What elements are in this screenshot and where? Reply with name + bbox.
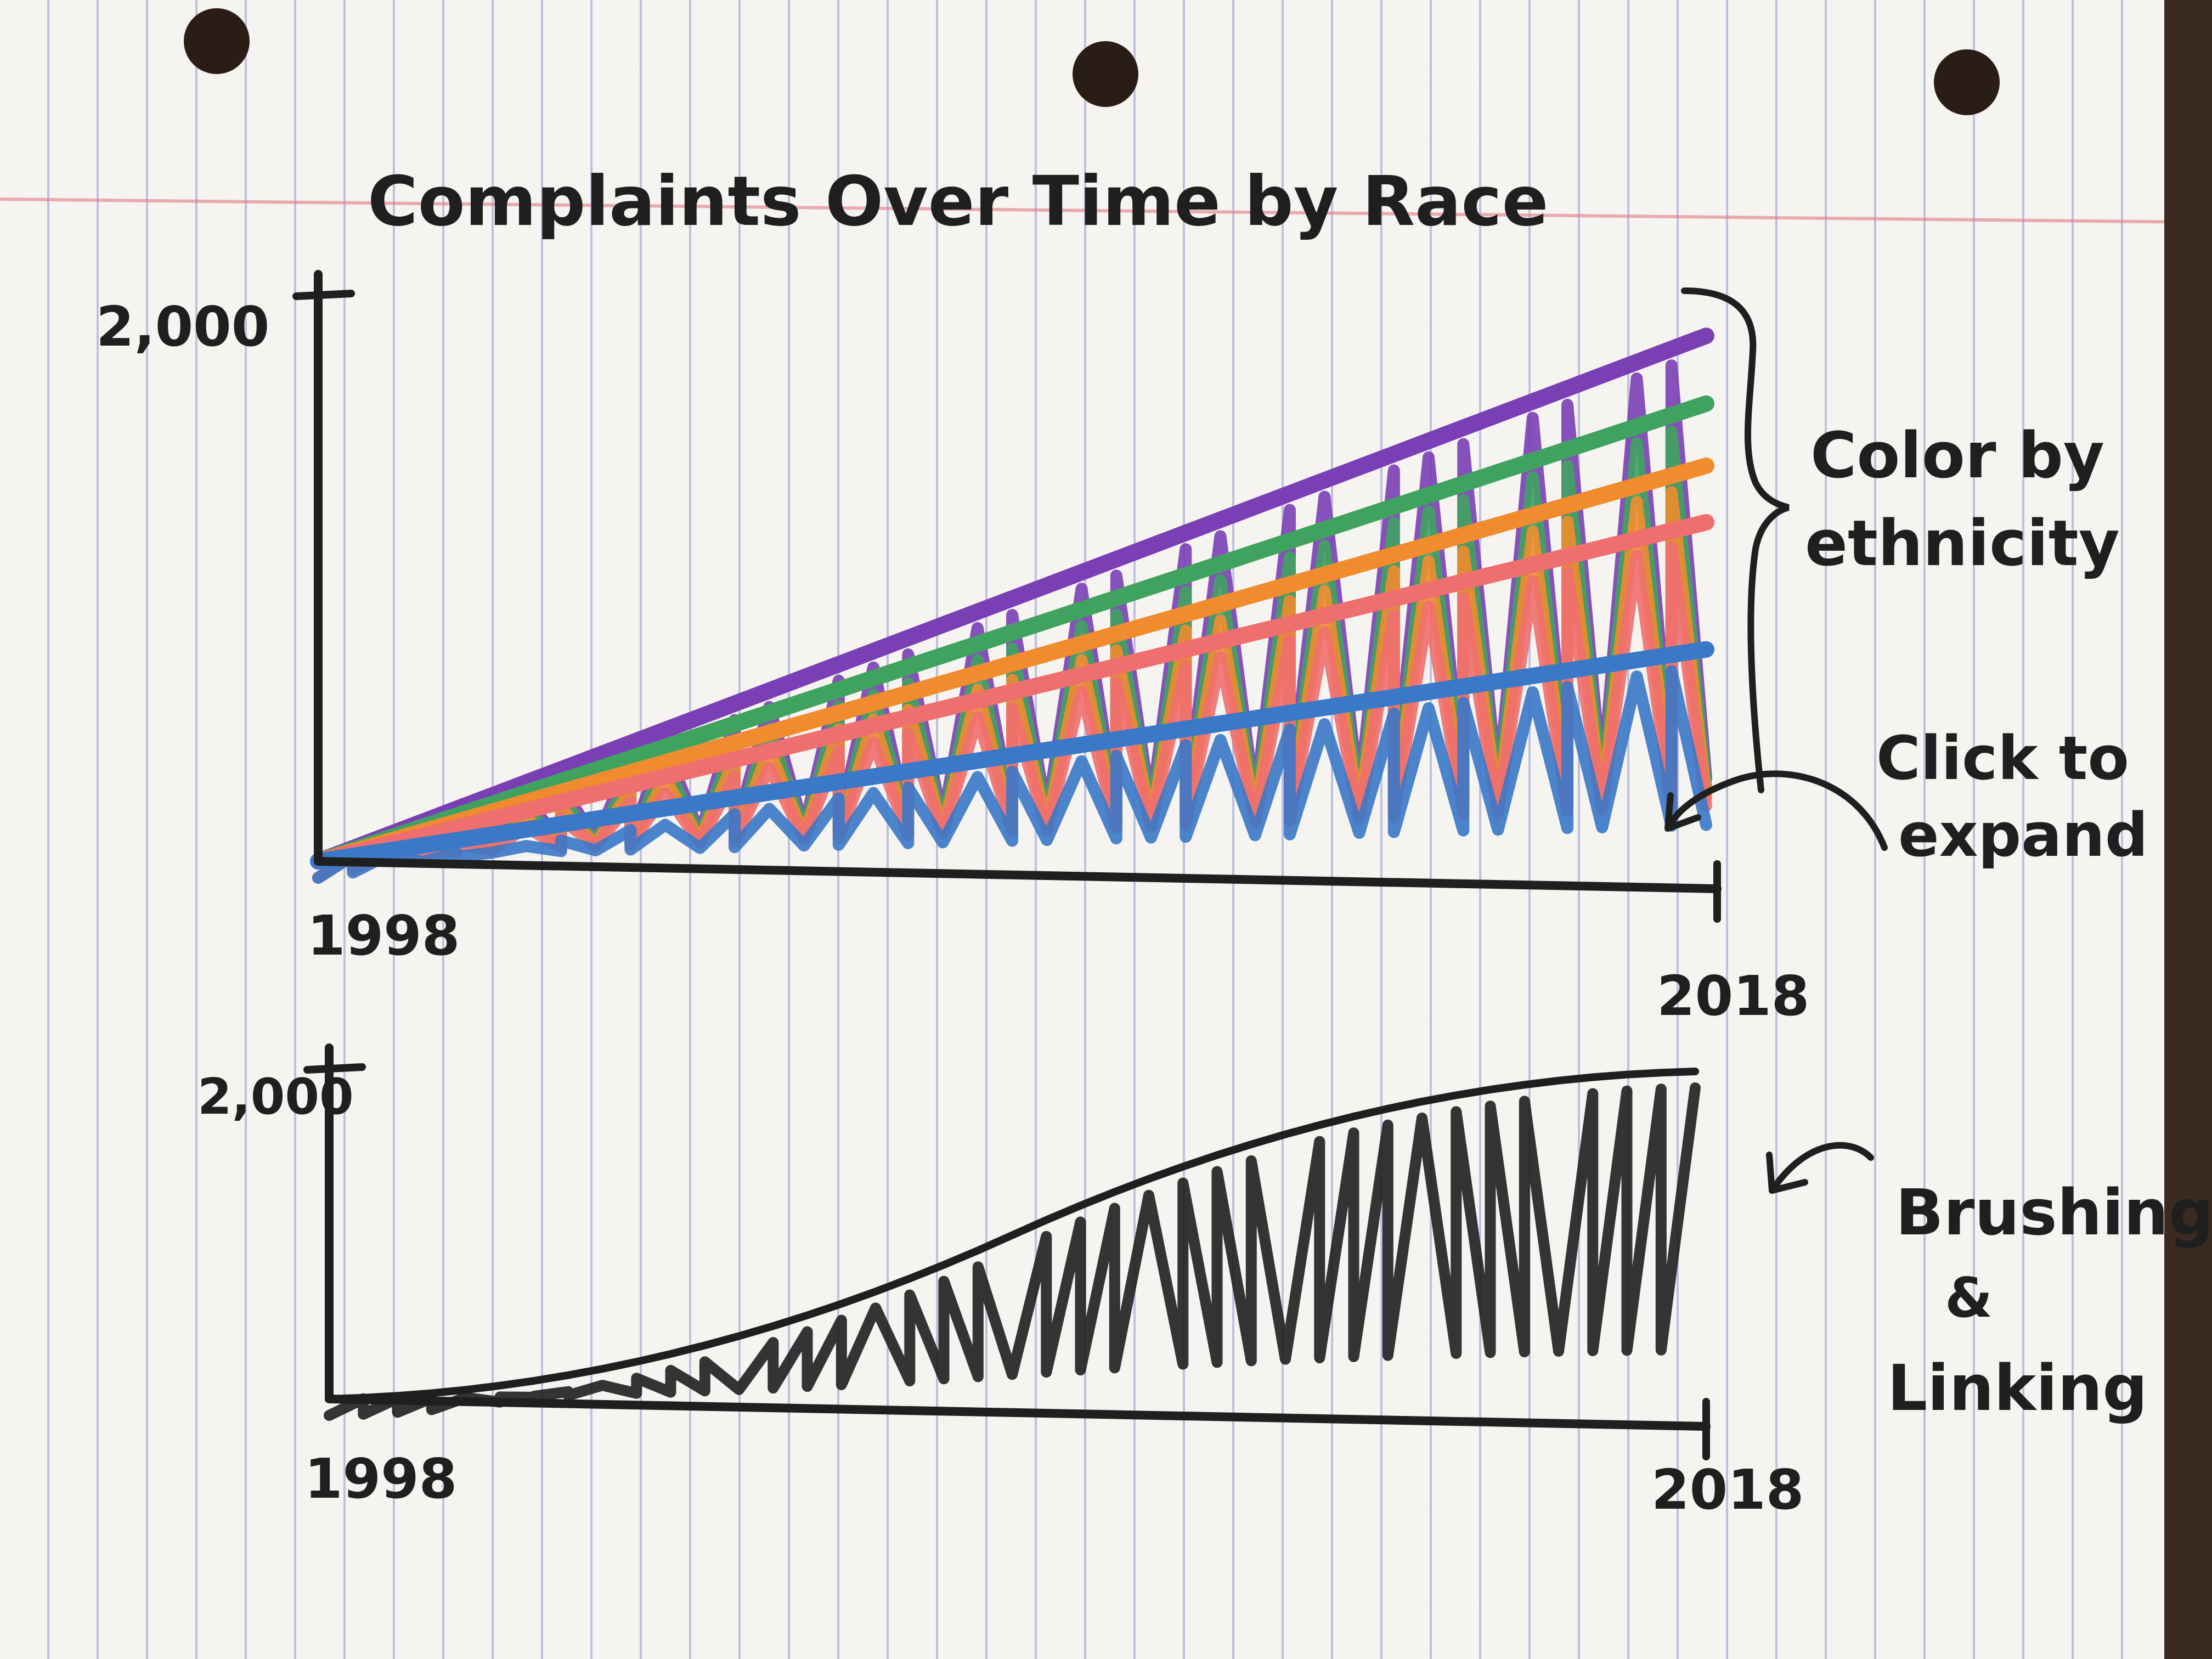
expand-arrow xyxy=(1664,770,1888,851)
bottom-xtick-end: 2018 xyxy=(1651,1458,1804,1522)
top-xtick-end: 2018 xyxy=(1657,964,1809,1028)
brush-arrow xyxy=(1769,1142,1874,1194)
series-outline xyxy=(310,514,1714,870)
page-title: Complaints Over Time by Race xyxy=(368,162,1548,241)
expand-arrow-head xyxy=(1664,792,1701,832)
brush-arrow-head xyxy=(1766,1152,1808,1194)
bottom-chart-axes xyxy=(303,1043,1711,1460)
punch-hole xyxy=(184,8,250,74)
x-axis xyxy=(314,857,1722,893)
top-ytick-label: 2,000 xyxy=(96,295,269,359)
brace xyxy=(1681,287,1790,793)
series-outline xyxy=(310,395,1714,870)
series-fill-scribble xyxy=(312,665,1712,884)
annotation-expand-line1: Click to xyxy=(1876,723,2129,793)
top-xtick-start: 1998 xyxy=(307,904,460,968)
annotation-expand-line2: expand xyxy=(1898,800,2148,870)
bottom-xtick-start: 1998 xyxy=(304,1447,457,1511)
annotation-brush-line1: Brushing xyxy=(1895,1176,2212,1250)
annotation-brush-line3: Linking xyxy=(1887,1352,2148,1425)
annotation-color-line2: ethnicity xyxy=(1805,507,2120,580)
x-axis xyxy=(325,1395,1711,1431)
series-outline xyxy=(310,458,1714,870)
series-outline xyxy=(310,641,1714,870)
series-fill-scribble xyxy=(324,1082,1701,1421)
bottom-ytick-label: 2,000 xyxy=(198,1068,354,1126)
bottom-brush-chart[interactable]: 2,000 1998 2018 xyxy=(198,1043,1804,1522)
annotation-color-line1: Color by xyxy=(1810,419,2104,493)
series-outline xyxy=(310,328,1714,870)
annotation-brush-line2: & xyxy=(1945,1266,1993,1330)
y-tick xyxy=(292,290,355,300)
punch-hole xyxy=(1073,41,1138,107)
top-chart-axes xyxy=(292,270,1722,923)
y-tick xyxy=(303,1063,366,1074)
top-chart-areas xyxy=(310,328,1714,884)
series-outline xyxy=(325,1068,1699,1403)
notebook-paper xyxy=(0,0,2164,1659)
bottom-chart-areas xyxy=(324,1068,1701,1421)
punch-hole xyxy=(1934,49,2000,115)
top-chart[interactable]: 2,000 1998 2018 xyxy=(96,270,1809,1028)
